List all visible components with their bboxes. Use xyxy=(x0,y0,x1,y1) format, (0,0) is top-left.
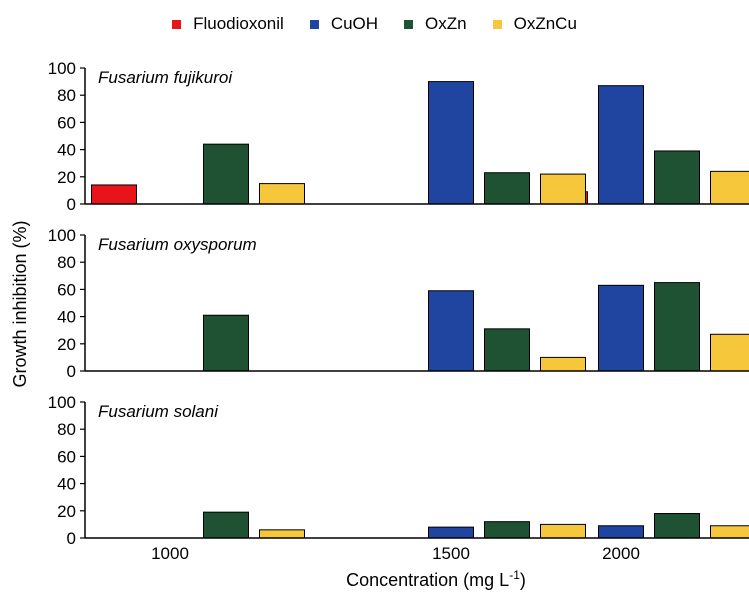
panel-title-3: Fusarium solani xyxy=(98,402,219,421)
y-tick-label-panel2: 20 xyxy=(57,335,76,354)
bar-oxzn-1500-panel1 xyxy=(484,172,530,205)
bar-cuoh-1500-panel2 xyxy=(428,290,474,372)
y-tick-label-panel1: 60 xyxy=(57,113,76,132)
y-tick-label-panel3: 60 xyxy=(57,447,76,466)
panel-title-2: Fusarium oxysporum xyxy=(98,235,257,254)
bar-cuoh-2000-panel3 xyxy=(598,525,644,539)
legend-item-fluodioxonil: Fluodioxonil xyxy=(172,14,284,34)
legend-label-oxzn: OxZn xyxy=(425,14,467,33)
legend-swatch-oxzn xyxy=(404,19,414,29)
y-tick-label-panel3: 80 xyxy=(57,420,76,439)
y-tick-label-panel3: 100 xyxy=(48,393,76,412)
y-tick-label-panel1: 40 xyxy=(57,141,76,160)
y-tick-label-panel1: 20 xyxy=(57,168,76,187)
bar-oxzncu-2000-panel1 xyxy=(710,170,749,205)
bar-oxzncu-1500-panel1 xyxy=(540,173,586,205)
bar-oxzncu-1000-panel1 xyxy=(259,183,305,205)
legend-item-cuoh: CuOH xyxy=(309,14,379,34)
bar-oxzn-1500-panel2 xyxy=(484,328,530,372)
y-tick-label-panel2: 60 xyxy=(57,280,76,299)
y-axis-title: Growth inhibition (%) xyxy=(10,220,30,387)
legend-label-fluodioxonil: Fluodioxonil xyxy=(193,14,284,33)
y-tick-label-panel3: 40 xyxy=(57,475,76,494)
bar-oxzn-2000-panel3 xyxy=(654,513,700,539)
legend-item-oxzncu: OxZnCu xyxy=(492,14,577,34)
y-tick-label-panel1: 80 xyxy=(57,86,76,105)
legend-item-oxzn: OxZn xyxy=(404,14,467,34)
legend-swatch-oxzncu xyxy=(492,19,502,29)
x-tick-label-1000: 1000 xyxy=(151,544,189,563)
chart-legend: Fluodioxonil CuOH OxZn OxZnCu xyxy=(0,14,749,34)
y-tick-label-panel2: 80 xyxy=(57,253,76,272)
bar-oxzn-2000-panel2 xyxy=(654,282,700,372)
bar-oxzncu-1500-panel2 xyxy=(540,356,586,372)
bar-oxzncu-2000-panel3 xyxy=(710,525,749,539)
legend-swatch-cuoh xyxy=(309,19,319,29)
bar-oxzncu-1000-panel3 xyxy=(259,529,305,539)
legend-label-oxzncu: OxZnCu xyxy=(513,14,577,33)
x-tick-label-2000: 2000 xyxy=(602,544,640,563)
y-tick-label-panel3: 20 xyxy=(57,502,76,521)
y-tick-label-panel2: 100 xyxy=(48,226,76,245)
bar-cuoh-2000-panel2 xyxy=(598,284,644,372)
bar-cuoh-1500-panel3 xyxy=(428,526,474,539)
bar-oxzn-1000-panel2 xyxy=(203,314,249,372)
bar-oxzn-1500-panel3 xyxy=(484,521,530,539)
bar-oxzncu-2000-panel2 xyxy=(710,333,749,372)
bar-oxzncu-1500-panel3 xyxy=(540,523,586,539)
x-tick-label-1500: 1500 xyxy=(432,544,470,563)
bar-cuoh-1500-panel1 xyxy=(428,81,474,205)
y-tick-label-panel3: 0 xyxy=(67,529,76,548)
y-tick-label-panel1: 0 xyxy=(67,195,76,214)
y-tick-label-panel2: 0 xyxy=(67,362,76,381)
panel-title-1: Fusarium fujikuroi xyxy=(98,68,233,87)
bar-fluodioxonil-1000-panel1 xyxy=(91,184,137,205)
x-axis-title: Concentration (mg L-1) xyxy=(346,568,526,590)
bar-oxzn-2000-panel1 xyxy=(654,150,700,205)
bar-oxzn-1000-panel3 xyxy=(203,511,249,539)
bar-oxzn-1000-panel1 xyxy=(203,143,249,205)
y-tick-label-panel1: 100 xyxy=(48,59,76,78)
legend-label-cuoh: CuOH xyxy=(330,14,379,33)
legend-swatch-fluodioxonil xyxy=(172,19,182,29)
y-tick-label-panel2: 40 xyxy=(57,308,76,327)
bar-cuoh-2000-panel1 xyxy=(598,85,644,205)
